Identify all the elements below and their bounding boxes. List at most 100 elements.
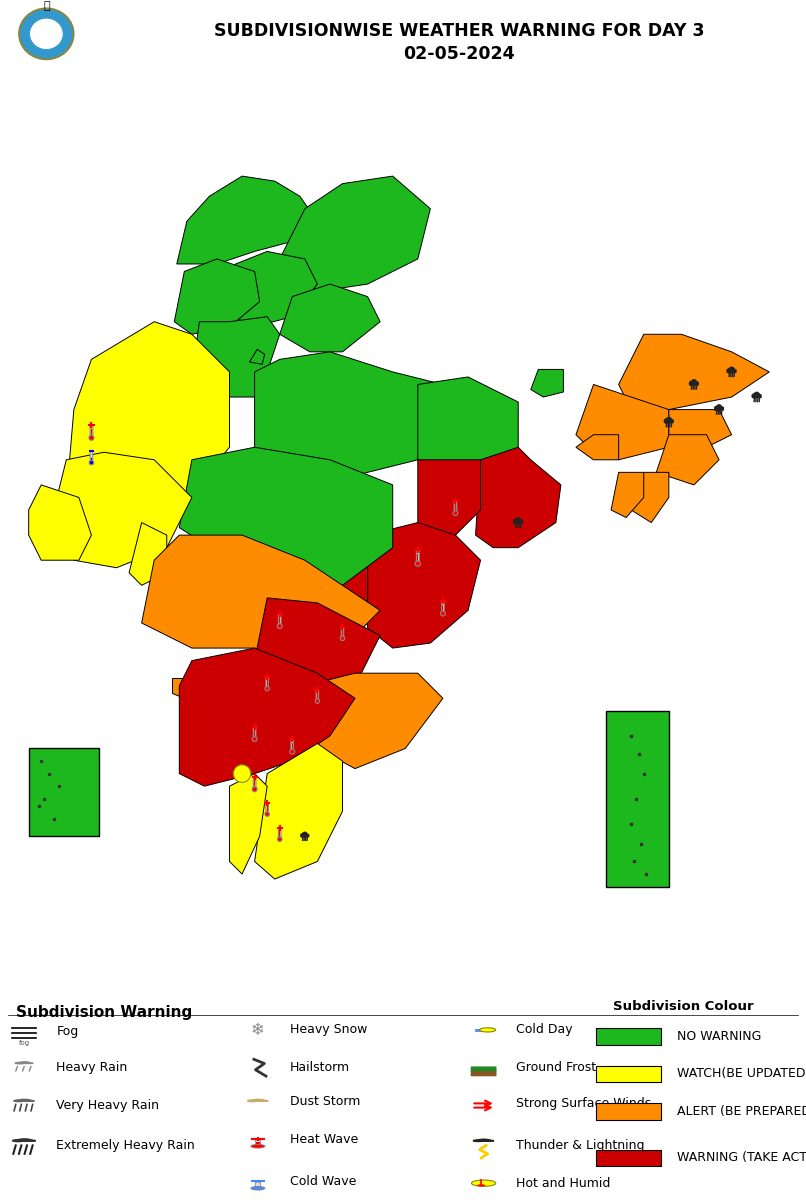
Polygon shape xyxy=(29,485,91,560)
Circle shape xyxy=(668,418,673,422)
Circle shape xyxy=(251,1099,264,1102)
Circle shape xyxy=(302,832,308,838)
Bar xyxy=(279,832,280,839)
FancyBboxPatch shape xyxy=(253,726,256,739)
Circle shape xyxy=(89,461,93,464)
Text: ALERT (BE PREPARED): ALERT (BE PREPARED) xyxy=(677,1105,806,1118)
Circle shape xyxy=(12,1139,25,1142)
Polygon shape xyxy=(418,377,518,478)
Circle shape xyxy=(13,1099,25,1103)
Bar xyxy=(256,1187,260,1188)
FancyBboxPatch shape xyxy=(247,1100,268,1102)
Circle shape xyxy=(477,1184,485,1187)
Circle shape xyxy=(718,406,723,410)
FancyBboxPatch shape xyxy=(752,395,762,398)
FancyBboxPatch shape xyxy=(689,382,699,385)
Bar xyxy=(292,743,293,751)
Text: Cold Day: Cold Day xyxy=(516,1024,572,1037)
Circle shape xyxy=(517,518,522,523)
Circle shape xyxy=(693,380,698,385)
Polygon shape xyxy=(230,774,267,874)
Text: Thunder & Lightning: Thunder & Lightning xyxy=(516,1139,644,1152)
Bar xyxy=(279,617,280,626)
Circle shape xyxy=(664,418,670,424)
Circle shape xyxy=(472,1139,484,1142)
FancyBboxPatch shape xyxy=(417,550,419,564)
Circle shape xyxy=(17,1138,31,1142)
Text: Cold Wave: Cold Wave xyxy=(290,1175,356,1188)
FancyBboxPatch shape xyxy=(442,600,444,614)
Polygon shape xyxy=(54,452,192,568)
Polygon shape xyxy=(174,259,260,335)
FancyBboxPatch shape xyxy=(664,419,674,424)
Text: Strong Surface Winds: Strong Surface Winds xyxy=(516,1097,651,1110)
Circle shape xyxy=(440,611,446,616)
Polygon shape xyxy=(172,678,192,701)
Polygon shape xyxy=(280,176,430,292)
Polygon shape xyxy=(192,317,280,397)
FancyBboxPatch shape xyxy=(471,1072,496,1076)
FancyBboxPatch shape xyxy=(90,425,93,438)
FancyBboxPatch shape xyxy=(278,827,281,840)
Polygon shape xyxy=(255,744,343,880)
Polygon shape xyxy=(656,434,719,485)
Polygon shape xyxy=(255,598,380,694)
FancyBboxPatch shape xyxy=(316,689,318,702)
Circle shape xyxy=(265,812,269,816)
Bar xyxy=(267,680,268,689)
Polygon shape xyxy=(280,284,380,352)
FancyBboxPatch shape xyxy=(454,500,457,514)
FancyBboxPatch shape xyxy=(266,677,268,689)
FancyBboxPatch shape xyxy=(14,1100,35,1102)
FancyBboxPatch shape xyxy=(471,1067,496,1072)
Circle shape xyxy=(23,1099,32,1102)
Circle shape xyxy=(726,368,732,373)
Bar xyxy=(91,458,92,462)
Circle shape xyxy=(22,1139,34,1141)
Circle shape xyxy=(480,1027,496,1032)
FancyBboxPatch shape xyxy=(90,451,93,463)
Circle shape xyxy=(477,1139,490,1142)
Polygon shape xyxy=(531,370,563,397)
Polygon shape xyxy=(669,409,732,448)
Polygon shape xyxy=(177,176,318,264)
Circle shape xyxy=(515,517,521,523)
Text: Heavy Rain: Heavy Rain xyxy=(56,1061,127,1074)
Polygon shape xyxy=(576,384,669,460)
Text: NO WARNING: NO WARNING xyxy=(677,1030,762,1043)
FancyBboxPatch shape xyxy=(266,803,268,815)
FancyBboxPatch shape xyxy=(596,1150,661,1166)
Circle shape xyxy=(251,1145,265,1148)
Text: Extremely Heavy Rain: Extremely Heavy Rain xyxy=(56,1139,195,1152)
Polygon shape xyxy=(619,335,769,409)
Circle shape xyxy=(256,1099,266,1102)
Circle shape xyxy=(233,764,251,782)
Text: fog: fog xyxy=(19,1039,30,1045)
Circle shape xyxy=(19,1061,30,1064)
Circle shape xyxy=(453,511,458,516)
Circle shape xyxy=(415,560,421,566)
Text: Hailstorm: Hailstorm xyxy=(290,1061,351,1074)
Polygon shape xyxy=(418,460,480,547)
Circle shape xyxy=(15,1062,25,1064)
Bar xyxy=(267,806,268,814)
Circle shape xyxy=(691,379,697,385)
FancyBboxPatch shape xyxy=(278,613,281,626)
Circle shape xyxy=(301,833,305,838)
Polygon shape xyxy=(368,522,480,648)
Text: SUBDIVISIONWISE WEATHER WARNING FOR DAY 3: SUBDIVISIONWISE WEATHER WARNING FOR DAY … xyxy=(214,22,704,40)
Bar xyxy=(254,780,256,788)
Circle shape xyxy=(513,518,519,524)
FancyBboxPatch shape xyxy=(256,1140,260,1146)
Circle shape xyxy=(340,636,345,641)
Circle shape xyxy=(756,394,761,397)
Bar xyxy=(91,428,92,438)
Text: WARNING (TAKE ACTION): WARNING (TAKE ACTION) xyxy=(677,1152,806,1164)
Polygon shape xyxy=(250,349,264,365)
Polygon shape xyxy=(576,434,619,460)
FancyBboxPatch shape xyxy=(301,834,310,838)
FancyBboxPatch shape xyxy=(513,520,523,523)
Polygon shape xyxy=(129,522,167,586)
FancyBboxPatch shape xyxy=(341,626,343,638)
Circle shape xyxy=(29,18,63,49)
